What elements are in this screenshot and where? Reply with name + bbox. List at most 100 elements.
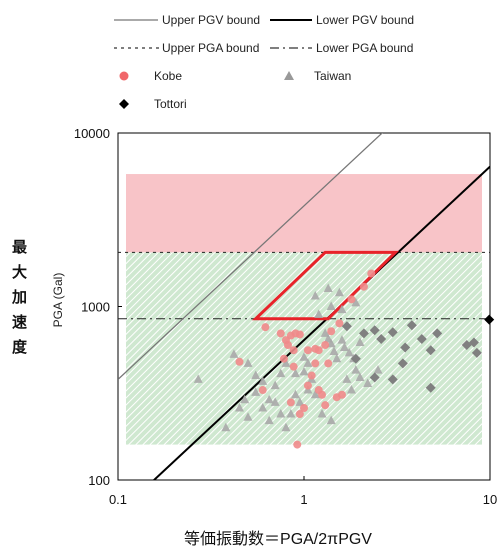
tottori-point-3 — [376, 333, 387, 344]
taiwan-point-18 — [299, 352, 309, 361]
kobe-point-17 — [279, 354, 288, 363]
legend-kobe-label: Kobe — [154, 69, 182, 83]
kobe-point-14 — [347, 295, 356, 304]
upper-pgv-bound — [118, 133, 384, 380]
taiwan-point-35 — [355, 337, 365, 347]
taiwan-point-20 — [299, 366, 309, 376]
tottori-point-12 — [471, 347, 482, 358]
tottori-point-0 — [341, 321, 352, 332]
legend-kobe-marker — [119, 71, 129, 81]
tottori-point-7 — [416, 333, 427, 344]
ylabel-jp-char-1: 大 — [12, 263, 27, 281]
red-zone — [126, 174, 482, 253]
y-axis-title: PGA (Gal) — [51, 273, 65, 328]
kobe-point-24 — [318, 390, 327, 399]
x-tick-label-1: 1 — [300, 492, 307, 507]
taiwan-point-50 — [317, 409, 327, 418]
taiwan-point-31 — [337, 335, 347, 344]
legend: Upper PGV bound Lower PGV bound Upper PG… — [114, 13, 414, 111]
legend-lower-pgv-label: Lower PGV bound — [316, 13, 414, 27]
green-zone — [126, 252, 482, 445]
tottori-point-9 — [432, 328, 443, 339]
taiwan-point-23 — [310, 389, 320, 399]
taiwan-point-43 — [326, 301, 336, 310]
kobe-point-26 — [337, 390, 346, 399]
taiwan-point-39 — [363, 378, 373, 387]
kobe-point-5 — [295, 330, 304, 339]
taiwan-point-33 — [344, 347, 354, 357]
kobe-point-1 — [276, 329, 285, 338]
taiwan-point-51 — [326, 415, 336, 425]
tottori-point-2 — [369, 325, 380, 336]
legend-lower-pga-label: Lower PGA bound — [316, 41, 413, 55]
kobe-point-29 — [321, 401, 330, 410]
taiwan-point-1 — [229, 349, 239, 358]
y-axis-title-jp: 最 大 加 速 度 — [11, 238, 28, 356]
taiwan-point-14 — [281, 358, 291, 367]
kobe-point-19 — [311, 359, 320, 368]
taiwan-point-6 — [240, 394, 250, 404]
taiwan-point-47 — [323, 283, 333, 292]
tottori-point-17 — [397, 358, 408, 369]
ylabel-jp-char-0: 最 — [12, 238, 28, 256]
taiwan-point-52 — [264, 415, 274, 425]
taiwan-point-30 — [332, 353, 342, 363]
taiwan-point-29 — [329, 346, 339, 356]
taiwan-point-2 — [243, 358, 253, 367]
ylabel-jp-char-2: 加 — [11, 289, 27, 306]
plot-area: 0.1 1 10 100 1000 10000 — [74, 126, 497, 507]
kobe-point-11 — [321, 340, 330, 349]
tottori-point-14 — [387, 374, 398, 385]
lower-pgv-bound — [152, 165, 490, 480]
kobe-point-8 — [303, 346, 312, 355]
taiwan-point-49 — [290, 368, 300, 378]
kobe-point-27 — [286, 398, 295, 407]
kobe-point-33 — [293, 440, 302, 449]
y-tick-label-0: 100 — [88, 473, 110, 488]
taiwan-point-45 — [351, 297, 361, 307]
tottori-point-8 — [425, 345, 436, 356]
x-tick-label-2: 10 — [483, 492, 497, 507]
taiwan-point-36 — [342, 374, 352, 383]
kobe-point-18 — [289, 362, 298, 371]
ylabel-jp-char-3: 速 — [12, 313, 27, 331]
x-axis-title: 等価振動数＝PGA/2πPGV — [184, 530, 372, 548]
tottori-point-5 — [400, 342, 411, 353]
kobe-point-22 — [303, 381, 312, 390]
kobe-point-0 — [261, 323, 270, 332]
taiwan-point-37 — [351, 365, 361, 374]
kobe-point-6 — [283, 340, 292, 349]
taiwan-point-40 — [346, 385, 356, 394]
taiwan-point-46 — [310, 290, 320, 300]
taiwan-point-8 — [243, 412, 253, 421]
kobe-point-15 — [359, 282, 368, 291]
kobe-point-21 — [307, 371, 316, 380]
target-region — [251, 250, 400, 321]
taiwan-point-32 — [339, 342, 349, 352]
tottori-point-15 — [425, 382, 436, 393]
kobe-point-12 — [327, 327, 336, 336]
kobe-point-7 — [289, 346, 298, 355]
taiwan-point-25 — [295, 397, 305, 406]
taiwan-point-3 — [251, 370, 261, 380]
legend-taiwan-marker — [284, 71, 294, 80]
taiwan-point-16 — [276, 409, 286, 418]
taiwan-point-42 — [314, 309, 324, 318]
legend-tottori-marker — [119, 99, 129, 109]
x-tick-label-0: 0.1 — [109, 492, 127, 507]
kobe-point-20 — [324, 359, 333, 368]
taiwan-point-10 — [258, 403, 268, 412]
y-tick-label-2: 10000 — [74, 126, 110, 141]
taiwan-point-48 — [334, 287, 344, 297]
kobe-point-31 — [258, 386, 267, 395]
kobe-point-13 — [335, 319, 344, 328]
taiwan-point-19 — [303, 358, 313, 367]
taiwan-point-12 — [270, 380, 280, 390]
taiwan-point-24 — [290, 389, 300, 399]
tottori-point-16 — [369, 372, 380, 383]
taiwan-point-38 — [355, 372, 365, 381]
taiwan-point-17 — [281, 422, 291, 432]
taiwan-point-5 — [251, 387, 261, 396]
taiwan-point-11 — [264, 394, 274, 404]
